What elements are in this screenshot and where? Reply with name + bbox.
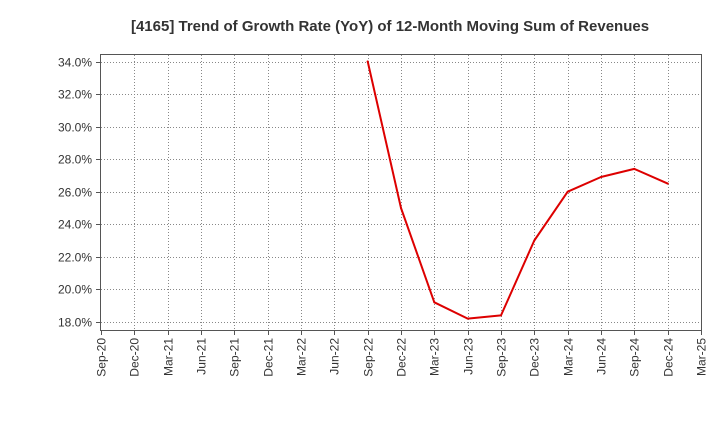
y-axis: 18.0% 20.0% 22.0% 24.0% 26.0% 28.0% 30.0% 32.0%… [58,56,101,330]
y-tick-label: 26.0% [58,186,92,200]
x-tick-label: Mar-24 [562,338,576,376]
x-tick-label: Dec-21 [262,338,276,377]
x-tick-label: Mar-22 [295,338,309,376]
data-point [433,301,436,304]
y-tick-label: 28.0% [58,153,92,167]
x-tick-label: Dec-24 [662,338,676,377]
y-tick-label: 24.0% [58,218,92,232]
x-tick-label: Sep-22 [362,338,376,377]
data-point [533,239,536,242]
chart-title: [4165] Trend of Growth Rate (YoY) of 12-… [131,18,649,35]
x-tick-label: Jun-24 [595,338,609,375]
y-tick-label: 30.0% [58,121,92,135]
data-point [400,207,402,209]
x-tick-label: Sep-24 [628,338,642,377]
x-tick-label: Sep-21 [228,338,242,377]
x-tick-label: Mar-25 [695,338,709,376]
y-tick-label: 22.0% [58,251,92,265]
series-line [366,60,669,320]
data-point [366,60,369,63]
y-tick-label: 18.0% [58,316,92,330]
grid-lines [101,55,701,330]
x-tick-label: Sep-23 [495,338,509,377]
x-tick-label: Jun-23 [462,338,476,375]
x-tick-label: Jun-21 [195,338,209,375]
x-tick-label: Jun-22 [328,338,342,375]
data-point [633,167,636,170]
x-tick-label: Mar-23 [428,338,442,376]
x-axis: Sep-20 Dec-20 Mar-21 Jun-21 Sep-21 Dec-21 Mar-… [95,330,709,377]
data-point [666,182,669,185]
x-tick-label: Dec-22 [395,338,409,377]
data-point [466,317,469,320]
x-tick-label: Dec-23 [528,338,542,377]
x-tick-label: Mar-21 [162,338,176,376]
data-point [600,176,602,178]
data-point [500,314,502,317]
x-tick-label: Dec-20 [128,338,142,377]
data-point [566,190,569,193]
series-points [366,60,669,320]
y-tick-label: 32.0% [58,88,92,102]
y-tick-label: 20.0% [58,283,92,297]
y-tick-label: 34.0% [58,56,92,70]
x-tick-label: Sep-20 [95,338,109,377]
